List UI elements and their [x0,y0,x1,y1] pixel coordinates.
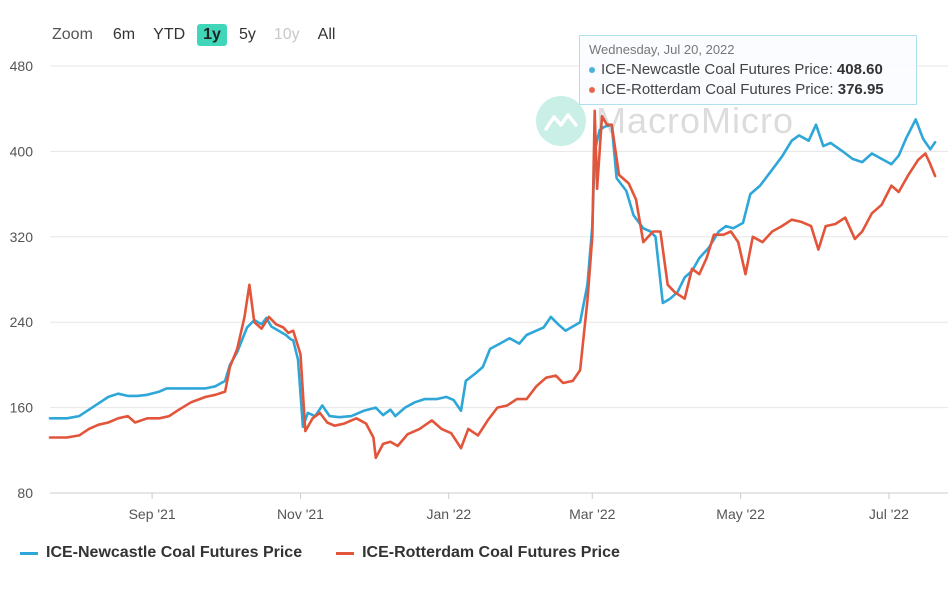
x-tick-label-2: Jan '22 [426,506,471,522]
watermark-text: MacroMicro [596,100,795,141]
tooltip-value-newcastle: 408.60 [836,61,883,78]
tooltip-value-rotterdam: 376.95 [837,81,884,98]
chart-legend: ICE-Newcastle Coal Futures Price ICE-Rot… [20,544,620,562]
y-tick-label-400: 400 [10,143,34,159]
x-tick-label-4: May '22 [716,506,765,522]
chart-tooltip: Wednesday, Jul 20, 2022 ICE-Newcastle Co… [579,35,917,105]
y-tick-label-160: 160 [10,400,34,416]
zoom-1y-button[interactable]: 1y [197,24,227,46]
tooltip-row-newcastle: ICE-Newcastle Coal Futures Price: 408.60 [589,60,907,80]
x-tick-label-1: Nov '21 [277,506,324,522]
watermark: MacroMicro [536,96,794,146]
legend-label-newcastle: ICE-Newcastle Coal Futures Price [46,544,303,561]
zoom-label: Zoom [52,26,93,43]
x-tick-label-3: Mar '22 [569,506,615,522]
newcastle-dot-icon [589,67,595,74]
x-tick-labels: Sep '21 Nov '21 Jan '22 Mar '22 May '22 Jul '… [129,493,909,522]
zoom-all-button[interactable]: All [317,26,336,43]
series-layer [48,109,937,460]
grid-layer [50,65,948,494]
macromicro-logo-icon [536,96,586,146]
legend-item-rotterdam[interactable]: ICE-Rotterdam Coal Futures Price [336,544,620,562]
legend-newcastle-line-icon [20,551,38,555]
tooltip-date: Wednesday, Jul 20, 2022 [589,42,735,57]
zoom-ytd-button[interactable]: YTD [153,26,186,43]
x-tick-label-5: Jul '22 [869,506,909,522]
y-tick-labels: 80 160 240 320 400 480 [10,58,34,501]
y-tick-label-320: 320 [10,229,34,245]
tooltip-label-newcastle: ICE-Newcastle Coal Futures Price: [601,61,833,78]
tooltip-row-rotterdam: ICE-Rotterdam Coal Futures Price: 376.95 [589,80,907,100]
zoom-10y-button: 10y [273,26,300,43]
zoom-6m-button[interactable]: 6m [112,26,136,43]
y-tick-label-480: 480 [10,58,34,74]
legend-item-newcastle[interactable]: ICE-Newcastle Coal Futures Price [20,544,302,562]
rotterdam-dot-icon [589,87,595,94]
y-tick-label-240: 240 [10,314,34,330]
x-tick-label-0: Sep '21 [129,506,176,522]
tooltip-label-rotterdam: ICE-Rotterdam Coal Futures Price: [601,81,834,98]
zoom-5y-button[interactable]: 5y [238,26,256,43]
series-line-rotterdam[interactable] [48,109,937,460]
zoom-selector: Zoom 6m YTD 1y 5y 10y All [52,22,341,48]
legend-rotterdam-line-icon [336,551,355,555]
series-line-newcastle[interactable] [48,118,937,429]
y-tick-label-80: 80 [17,485,33,501]
legend-label-rotterdam: ICE-Rotterdam Coal Futures Price [362,544,620,561]
